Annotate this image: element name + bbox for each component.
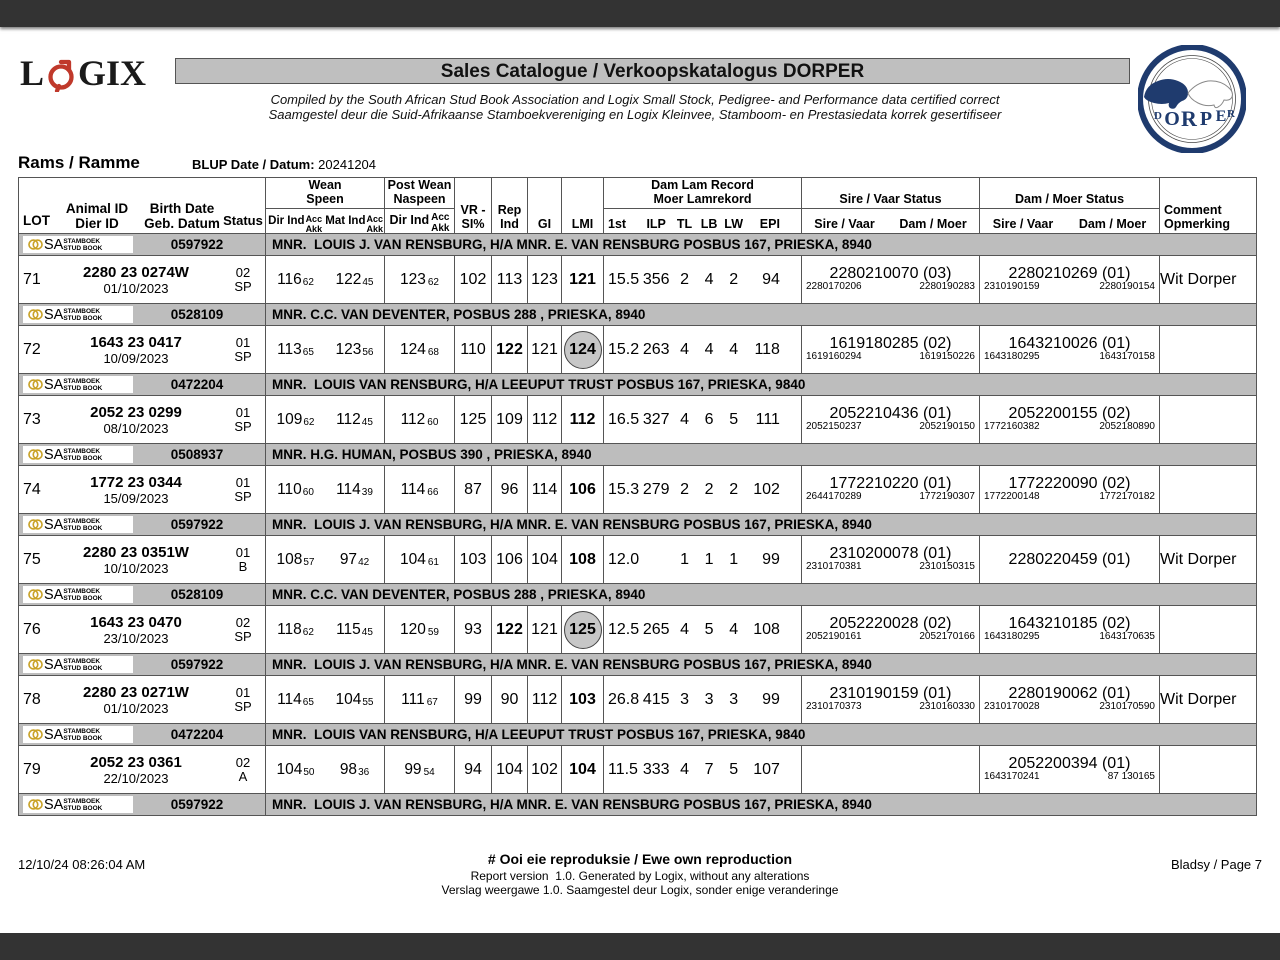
svg-text:E: E	[1216, 108, 1227, 125]
svg-text:O: O	[1164, 108, 1180, 130]
svg-text:R: R	[1227, 108, 1236, 120]
svg-text:R: R	[1181, 106, 1198, 131]
svg-text:D: D	[1154, 110, 1162, 122]
svg-text:P: P	[1200, 108, 1212, 130]
